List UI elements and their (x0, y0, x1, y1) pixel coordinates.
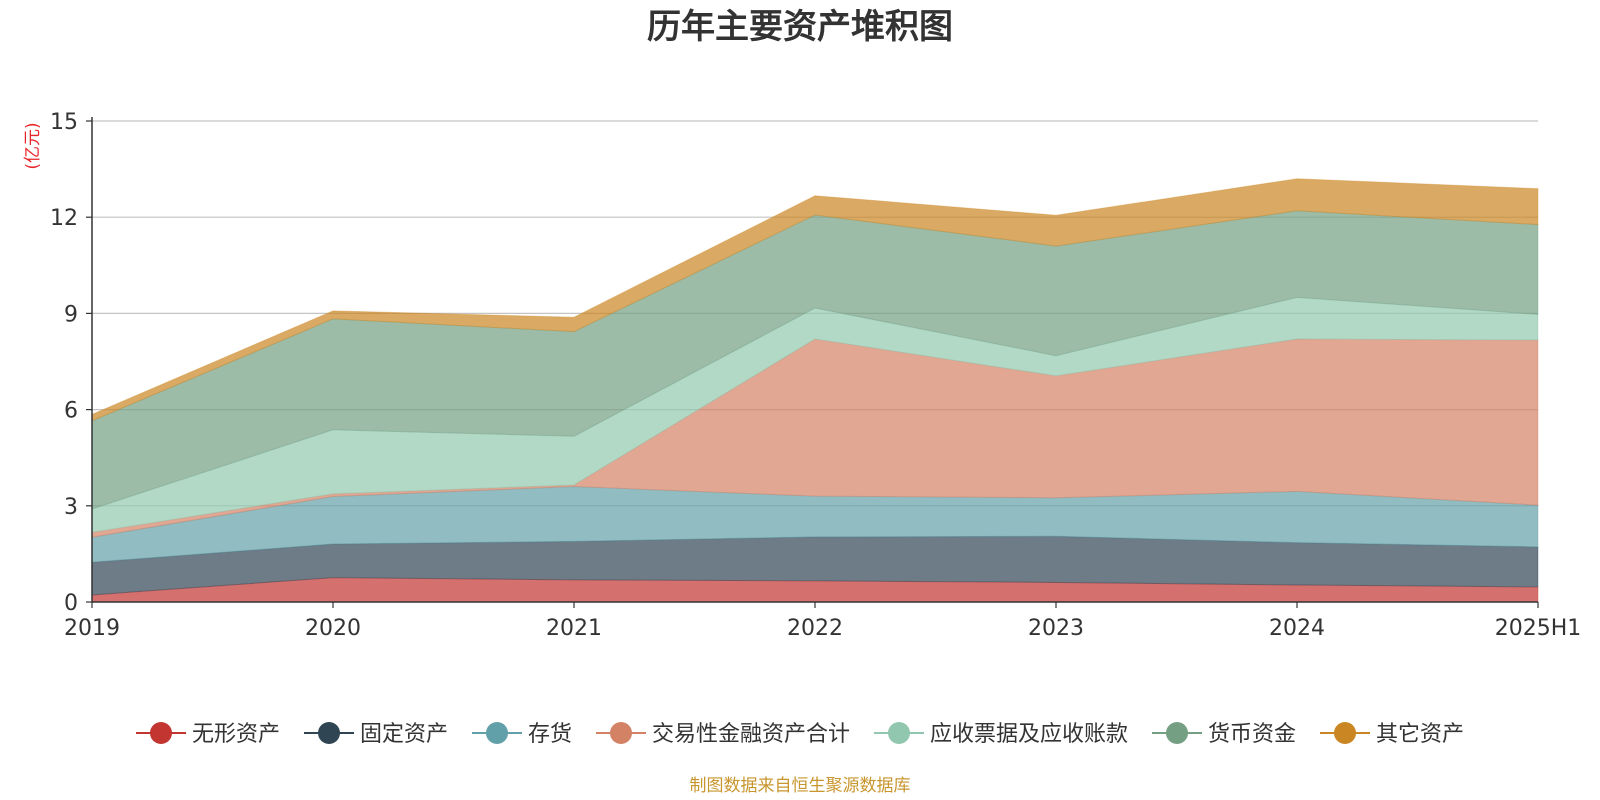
legend-item[interactable]: 交易性金融资产合计 (596, 722, 850, 747)
legend-item[interactable]: 货币资金 (1152, 722, 1296, 747)
area-series[interactable] (91, 535, 1539, 596)
legend-marker (610, 722, 632, 744)
x-tick-label: 2019 (64, 616, 120, 641)
y-tick-label: 15 (50, 110, 78, 135)
legend-label: 交易性金融资产合计 (652, 722, 850, 747)
legend-item[interactable]: 应收票据及应收账款 (874, 722, 1128, 747)
x-tick-label: 2021 (546, 616, 602, 641)
area-series[interactable] (91, 178, 1539, 422)
legend-label: 其它资产 (1376, 722, 1464, 747)
legend-marker (888, 722, 910, 744)
y-axis-unit-label: (亿元) (23, 122, 43, 169)
axes: 0 3 6 9 12 15 2019 2020 2021 2022 2023 2024 2025H1 (50, 110, 1581, 641)
legend-marker (150, 722, 172, 744)
legend-marker (318, 722, 340, 744)
area-series-group (91, 178, 1539, 603)
y-tick-label: 6 (64, 399, 78, 424)
legend-label: 货币资金 (1208, 722, 1296, 747)
legend-label: 固定资产 (360, 722, 448, 747)
chart-title: 历年主要资产堆积图 (647, 7, 953, 47)
x-tick-label: 2024 (1269, 616, 1325, 641)
legend-item[interactable]: 无形资产 (136, 722, 280, 747)
legend-label: 无形资产 (192, 722, 280, 747)
area-series[interactable] (91, 486, 1539, 563)
x-tick-label: 2022 (787, 616, 843, 641)
x-tick-label: 2025H1 (1495, 616, 1582, 641)
y-tick-label: 9 (64, 302, 78, 327)
area-series[interactable] (91, 338, 1539, 538)
y-tick-label: 12 (50, 206, 78, 231)
data-source-note: 制图数据来自恒生聚源数据库 (690, 776, 911, 796)
legend-item[interactable]: 存货 (472, 722, 572, 747)
x-tick-label: 2023 (1028, 616, 1084, 641)
legend[interactable]: 无形资产 固定资产 存货 交易性金融资产合计 应收票据及应收账款 货币资金 其它资产 (136, 722, 1464, 747)
x-tick-label: 2020 (305, 616, 361, 641)
legend-label: 应收票据及应收账款 (930, 722, 1128, 747)
y-tick-label: 0 (64, 591, 78, 616)
legend-marker (1334, 722, 1356, 744)
legend-item[interactable]: 其它资产 (1320, 722, 1464, 747)
legend-marker (486, 722, 508, 744)
y-tick-label: 3 (64, 495, 78, 520)
legend-label: 存货 (528, 722, 572, 747)
legend-marker (1166, 722, 1188, 744)
legend-item[interactable]: 固定资产 (304, 722, 448, 747)
